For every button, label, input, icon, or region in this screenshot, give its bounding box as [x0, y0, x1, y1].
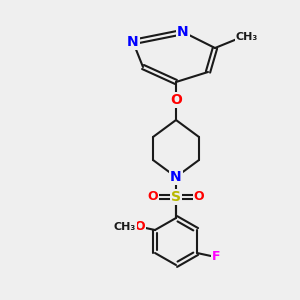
Text: N: N [170, 170, 182, 184]
Text: N: N [127, 35, 139, 49]
Text: F: F [212, 250, 220, 262]
Text: N: N [177, 25, 189, 39]
Text: CH₃: CH₃ [114, 222, 136, 232]
Text: O: O [170, 93, 182, 107]
Text: CH₃: CH₃ [236, 32, 258, 42]
Text: O: O [135, 220, 145, 232]
Text: O: O [148, 190, 158, 203]
Text: O: O [194, 190, 204, 203]
Text: S: S [171, 190, 181, 204]
